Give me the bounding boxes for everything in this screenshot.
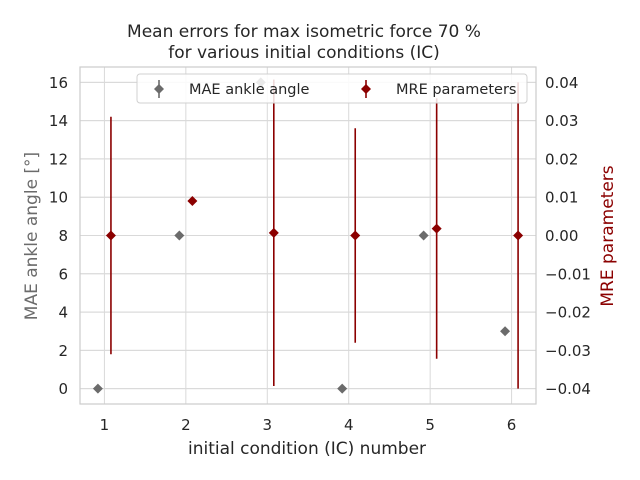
y-right-tick-label: −0.02 [545, 304, 591, 322]
y-right-tick-label: 0.01 [545, 189, 578, 207]
mae-point [92, 383, 103, 394]
y-right-tick-label: −0.01 [545, 265, 591, 283]
y-left-tick-label: 0 [58, 380, 68, 398]
legend-marker-swatch [361, 84, 371, 94]
chart-title-line-1: Mean errors for max isometric force 70 % [127, 22, 481, 42]
x-tick-label: 5 [425, 416, 435, 434]
mre-point [431, 223, 442, 234]
mre-point [105, 230, 116, 241]
x-tick-label: 1 [100, 416, 110, 434]
mae-point [418, 230, 429, 241]
mre-point [350, 230, 361, 241]
y-left-tick-label: 12 [49, 150, 68, 168]
y-right-tick-label: −0.03 [545, 342, 591, 360]
legend-box [136, 73, 528, 104]
y-left-tick-label: 14 [49, 112, 68, 130]
y-left-tick-label: 2 [58, 342, 68, 360]
mre-point [513, 230, 524, 241]
x-tick-label: 2 [181, 416, 191, 434]
y-left-tick-label: 4 [58, 304, 68, 322]
legend-label: MAE ankle angle [189, 82, 310, 98]
mae-point [174, 230, 185, 241]
x-tick-label: 4 [344, 416, 354, 434]
y-axis-right-label: MRE parameters [598, 165, 618, 306]
legend-entries: MAE ankle angle MRE parameters [154, 80, 516, 98]
plot-frame [79, 66, 537, 405]
legend-label: MRE parameters [396, 82, 516, 98]
y-left-tick-label: 8 [58, 227, 68, 245]
x-tick-label: 6 [507, 416, 517, 434]
legend: MAE ankle angle MRE parameters [136, 73, 528, 104]
y-right-tick-label: 0.03 [545, 112, 578, 130]
mae-point [337, 383, 348, 394]
legend-marker-swatch [154, 84, 164, 94]
mae-point [500, 326, 511, 337]
y-right-tick-label: −0.04 [545, 380, 591, 398]
y-left-tick-label: 16 [49, 74, 68, 92]
y-right-tick-label: 0.04 [545, 74, 578, 92]
x-axis-label: initial condition (IC) number [188, 439, 426, 459]
mre-point [187, 196, 198, 207]
mre-point [268, 227, 279, 238]
y-right-tick-label: 0.00 [545, 227, 578, 245]
y-axis-left-label: MAE ankle angle [°] [22, 152, 42, 320]
chart-title-line-2: for various initial conditions (IC) [168, 43, 440, 63]
y-left-tick-label: 6 [58, 265, 68, 283]
grid-layer [80, 67, 536, 404]
x-tick-label: 3 [263, 416, 273, 434]
y-right-tick-label: 0.02 [545, 150, 578, 168]
y-left-tick-label: 10 [49, 189, 68, 207]
